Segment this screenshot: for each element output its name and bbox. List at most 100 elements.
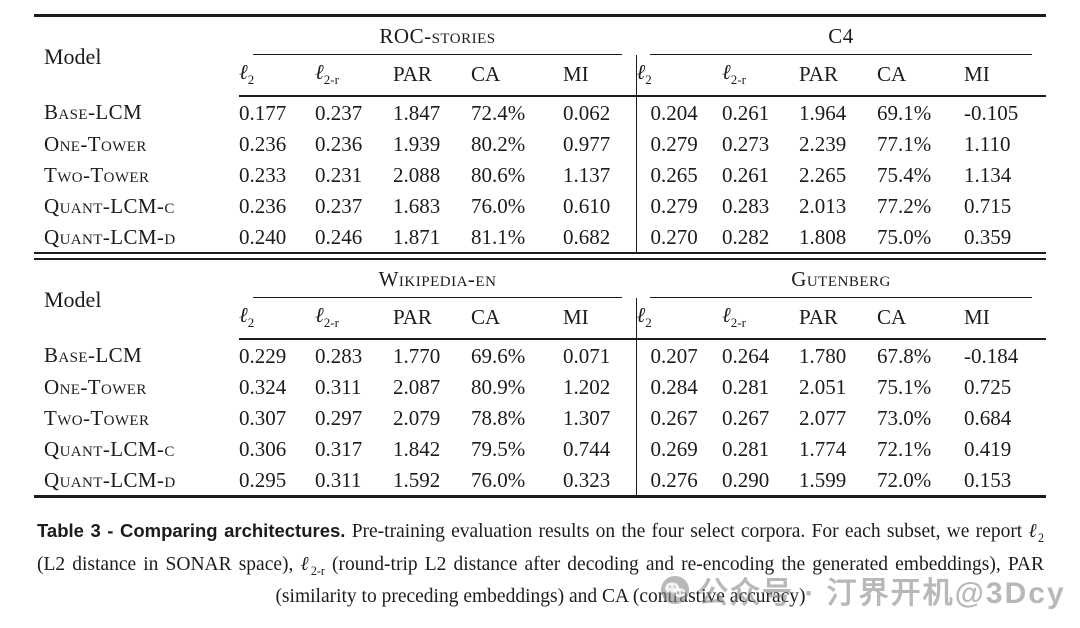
cell: 1.808	[799, 224, 847, 249]
cell: 1.134	[964, 162, 1012, 187]
metric-symbol: ℓ	[722, 303, 731, 328]
cell: 1.137	[563, 162, 611, 187]
cell: 77.2%	[877, 193, 932, 218]
cell: 2.077	[799, 405, 847, 430]
metric-symbol: ℓ	[239, 303, 248, 328]
model-name: Quant-LCM-d	[44, 224, 176, 249]
cell: 1.770	[393, 343, 441, 368]
cell: 0.267	[635, 402, 723, 434]
cell: 78.8%	[471, 405, 526, 430]
cell: 0.233	[239, 162, 287, 187]
cell: 0.283	[722, 193, 770, 218]
table-row: One-Tower 0.236 0.236 1.939 80.2% 0.977 …	[34, 128, 1046, 160]
caption-dash: -	[107, 520, 114, 542]
cell: 72.1%	[877, 436, 932, 461]
cell: 2.079	[393, 405, 441, 430]
cell: 0.177	[239, 100, 287, 125]
metric-mi: MI	[563, 55, 637, 98]
table-row: Base-LCM 0.229 0.283 1.770 69.6% 0.071 0…	[34, 339, 1046, 372]
cell: 75.1%	[877, 374, 932, 399]
cell: 0.267	[722, 405, 770, 430]
metric-par: PAR	[393, 55, 471, 98]
group-header-row: Model Wikipedia-en Gutenberg	[34, 259, 1046, 312]
cell: 1.939	[393, 131, 441, 156]
group-title: ROC-stories	[253, 24, 623, 55]
model-name: Quant-LCM-c	[44, 193, 175, 218]
cell: 67.8%	[877, 343, 932, 368]
cell: 0.306	[239, 436, 287, 461]
cell: 1.774	[799, 436, 847, 461]
metric-l2: ℓ2	[635, 55, 723, 98]
cell: 0.283	[315, 343, 363, 368]
cell: 0.071	[563, 343, 611, 368]
paper-page: Model ROC-stories C4 ℓ2 ℓ2-r PAR CA MI ℓ…	[0, 14, 1080, 628]
cell: 0.261	[722, 100, 770, 125]
cell: 0.270	[635, 221, 723, 254]
metric-ca: CA	[877, 298, 965, 341]
cell: 1.110	[964, 131, 1011, 156]
group-header-wikipedia-en: Wikipedia-en	[239, 259, 636, 299]
model-name: Two-Tower	[44, 405, 150, 430]
table-caption: Table 3 - Comparing architectures. Pre-t…	[37, 518, 1044, 610]
ell-symbol: ℓ	[1028, 519, 1038, 543]
cell: 0.290	[722, 467, 770, 492]
caption-number: Table 3	[37, 520, 101, 542]
cell: 80.2%	[471, 131, 526, 156]
cell: 0.725	[964, 374, 1012, 399]
cell: 80.9%	[471, 374, 526, 399]
table-row: Quant-LCM-d 0.240 0.246 1.871 81.1% 0.68…	[34, 221, 1046, 254]
cell: 0.359	[964, 224, 1012, 249]
cell: 0.317	[315, 436, 363, 461]
cell: 75.4%	[877, 162, 932, 187]
metric-subscript: 2	[247, 72, 255, 88]
cell: 75.0%	[877, 224, 932, 249]
metric-subscript: 2-r	[730, 72, 746, 88]
cell: -0.105	[964, 100, 1019, 125]
caption-label: Table 3 - Comparing architectures.	[37, 520, 345, 541]
cell: 2.013	[799, 193, 847, 218]
cell: 1.592	[393, 467, 441, 492]
model-column-header: Model	[44, 43, 102, 69]
cell: 1.842	[393, 436, 441, 461]
results-table-roc-c4: Model ROC-stories C4 ℓ2 ℓ2-r PAR CA MI ℓ…	[34, 14, 1047, 255]
model-name: Quant-LCM-c	[44, 436, 175, 461]
cell: 79.5%	[471, 436, 526, 461]
cell: 0.062	[563, 100, 611, 125]
cell: 1.599	[799, 467, 847, 492]
cell: 1.964	[799, 100, 847, 125]
cell: 0.323	[563, 467, 611, 492]
caption-text: (L2 distance in SONAR space),	[37, 554, 301, 576]
cell: 0.237	[315, 100, 363, 125]
model-name: One-Tower	[44, 374, 147, 399]
model-name: Quant-LCM-d	[44, 467, 176, 492]
cell: 0.276	[635, 464, 723, 497]
metric-ca: CA	[471, 55, 563, 98]
cell: 0.204	[635, 96, 723, 129]
metric-l2: ℓ2	[239, 55, 315, 98]
caption-title: Comparing architectures.	[119, 520, 346, 542]
cell: 2.239	[799, 131, 847, 156]
cell: 0.281	[722, 436, 770, 461]
ell-symbol: ℓ	[300, 552, 311, 576]
table-row: Two-Tower 0.233 0.231 2.088 80.6% 1.137 …	[34, 159, 1046, 191]
cell: 0.295	[239, 467, 287, 492]
metric-par: PAR	[799, 55, 878, 98]
metric-symbol: ℓ	[722, 60, 731, 84]
cell: 0.311	[315, 467, 362, 492]
metric-l2: ℓ2	[239, 298, 315, 341]
cell: 0.744	[563, 436, 611, 461]
metric-subscript: 2	[645, 315, 652, 331]
metric-l2r: ℓ2-r	[722, 298, 800, 341]
group-header-row: Model ROC-stories C4	[34, 16, 1046, 69]
results-table-wiki-gutenberg: Model Wikipedia-en Gutenberg ℓ2 ℓ2-r PAR…	[34, 258, 1047, 499]
cell: 0.715	[964, 193, 1012, 218]
group-title: Wikipedia-en	[253, 267, 623, 299]
group-header-gutenberg: Gutenberg	[636, 259, 1046, 299]
table-row: One-Tower 0.324 0.311 2.087 80.9% 1.202 …	[34, 371, 1046, 403]
ell-subscript: 2	[1037, 531, 1045, 546]
metric-symbol: ℓ	[239, 60, 248, 84]
model-name: Base-LCM	[44, 343, 143, 368]
cell: 0.273	[722, 131, 770, 156]
group-title: Gutenberg	[650, 267, 1033, 299]
metric-header-row: ℓ2 ℓ2-r PAR CA MI ℓ2 ℓ2-r PAR CA MI	[34, 298, 1047, 341]
